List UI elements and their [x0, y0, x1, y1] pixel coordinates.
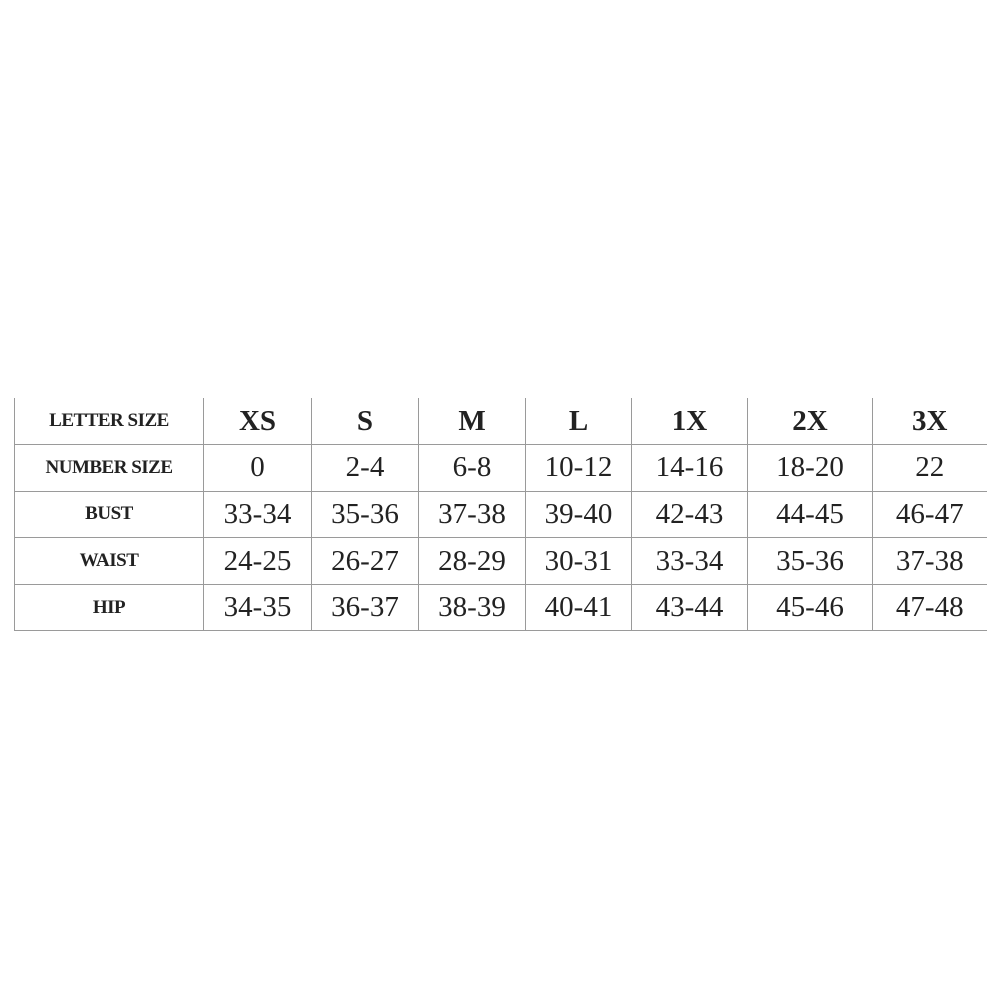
- size-cell: 35-36: [747, 537, 873, 585]
- size-cell: 10-12: [525, 444, 632, 492]
- table-row-bust: BUST 33-34 35-36 37-38 39-40 42-43 44-45 46-47: [14, 490, 987, 539]
- size-cell: 37-38: [872, 537, 987, 585]
- size-cell: 39-40: [525, 490, 632, 539]
- size-cell: 18-20: [747, 444, 873, 492]
- size-cell: 34-35: [203, 583, 312, 632]
- size-cell: 44-45: [747, 490, 873, 539]
- letter-size-header: S: [311, 398, 419, 446]
- row-label: NUMBER SIZE: [14, 444, 204, 492]
- size-cell: 28-29: [418, 537, 526, 585]
- size-cell: 35-36: [311, 490, 419, 539]
- size-cell: 33-34: [203, 490, 312, 539]
- size-cell: 37-38: [418, 490, 526, 539]
- size-cell: 38-39: [418, 583, 526, 632]
- table-row-hip: HIP 34-35 36-37 38-39 40-41 43-44 45-46 47-48: [14, 583, 987, 632]
- letter-size-header: M: [418, 398, 526, 446]
- size-chart-table: LETTER SIZE XS S M L 1X 2X 3X NUMBER SIZE 0 2-4 6-8…: [14, 398, 987, 632]
- table-row-number-size: NUMBER SIZE 0 2-4 6-8 10-12 14-16 18-20 22: [14, 444, 987, 492]
- size-cell: 46-47: [872, 490, 987, 539]
- size-cell: 42-43: [631, 490, 748, 539]
- size-cell: 0: [203, 444, 312, 492]
- table-row-waist: WAIST 24-25 26-27 28-29 30-31 33-34 35-36 37-38: [14, 537, 987, 585]
- size-cell: 33-34: [631, 537, 748, 585]
- size-cell: 2-4: [311, 444, 419, 492]
- size-cell: 36-37: [311, 583, 419, 632]
- letter-size-header: 1X: [631, 398, 748, 446]
- size-cell: 6-8: [418, 444, 526, 492]
- letter-size-header: 2X: [747, 398, 873, 446]
- row-label: BUST: [14, 490, 204, 539]
- size-cell: 22: [872, 444, 987, 492]
- letter-size-header: XS: [203, 398, 312, 446]
- size-cell: 14-16: [631, 444, 748, 492]
- row-label: LETTER SIZE: [14, 398, 204, 446]
- size-cell: 40-41: [525, 583, 632, 632]
- size-cell: 30-31: [525, 537, 632, 585]
- size-cell: 24-25: [203, 537, 312, 585]
- row-label: WAIST: [14, 537, 204, 585]
- letter-size-header: 3X: [872, 398, 987, 446]
- row-label: HIP: [14, 583, 204, 632]
- size-cell: 47-48: [872, 583, 987, 632]
- size-cell: 43-44: [631, 583, 748, 632]
- size-cell: 26-27: [311, 537, 419, 585]
- letter-size-header: L: [525, 398, 632, 446]
- size-cell: 45-46: [747, 583, 873, 632]
- table-row-letter-size: LETTER SIZE XS S M L 1X 2X 3X: [14, 398, 987, 446]
